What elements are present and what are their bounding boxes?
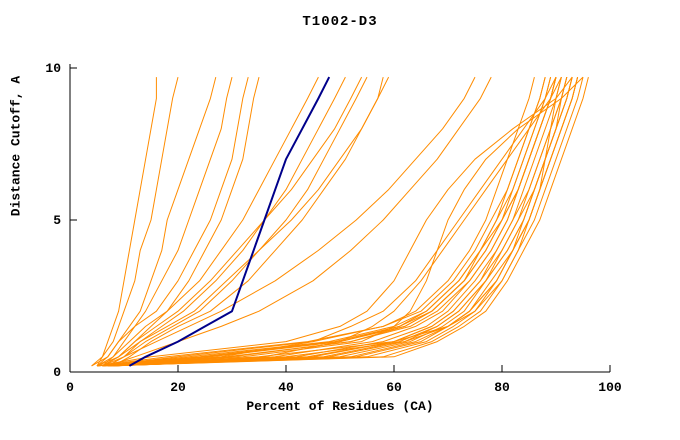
series-line-model-36: [107, 76, 589, 367]
x-tick-label: 80: [494, 380, 510, 395]
series-line-model-09: [107, 76, 368, 367]
y-tick-label: 5: [53, 213, 61, 228]
series-line-model-34: [113, 76, 568, 367]
chart-title: T1002-D3: [302, 14, 378, 30]
series-line-model-32: [107, 76, 584, 367]
series-line-model-20: [107, 76, 562, 367]
series-line-model-35: [102, 76, 562, 367]
series-line-model-13: [107, 76, 492, 367]
x-tick-label: 0: [66, 380, 74, 395]
series-line-model-22: [113, 76, 573, 367]
series-line-model-39: [102, 76, 568, 367]
y-tick-label: 0: [53, 365, 61, 380]
series-line-model-14: [102, 76, 476, 367]
x-tick-label: 100: [598, 380, 622, 395]
series-line-model-30: [113, 76, 579, 367]
series-line-model-19: [102, 76, 552, 367]
series-line-model-23: [102, 76, 557, 367]
series-line-model-29: [96, 76, 557, 367]
y-tick-label: 10: [45, 61, 61, 76]
series-line-model-31: [102, 76, 584, 367]
series-line-model-10: [96, 76, 363, 367]
series-line-model-02: [96, 76, 179, 367]
series-line-model-33: [96, 76, 557, 367]
series-line-model-25: [96, 76, 552, 367]
x-tick-label: 20: [170, 380, 186, 395]
x-tick-label: 40: [278, 380, 294, 395]
series-line-highlighted-model: [128, 76, 331, 367]
series-line-model-38: [113, 76, 573, 367]
series-line-model-28: [107, 76, 573, 367]
series-line-model-21: [96, 76, 546, 367]
x-axis-label: Percent of Residues (CA): [246, 399, 434, 414]
series-line-model-04: [102, 76, 233, 367]
series-line-model-27: [102, 76, 562, 367]
series-line-model-37: [96, 76, 557, 367]
series-line-model-26: [113, 76, 568, 367]
series-line-model-40: [107, 76, 579, 367]
series-line-model-06: [102, 76, 260, 367]
x-tick-label: 60: [386, 380, 402, 395]
series-line-model-01: [91, 77, 157, 367]
y-axis-label: Distance Cutoff, A: [8, 75, 24, 217]
series-line-model-12: [107, 76, 390, 367]
series-line-model-11: [112, 76, 384, 367]
series-line-model-17: [96, 76, 573, 367]
series-line-model-05: [91, 76, 249, 367]
series-line-model-07: [96, 76, 319, 367]
series-line-model-08: [102, 76, 346, 367]
